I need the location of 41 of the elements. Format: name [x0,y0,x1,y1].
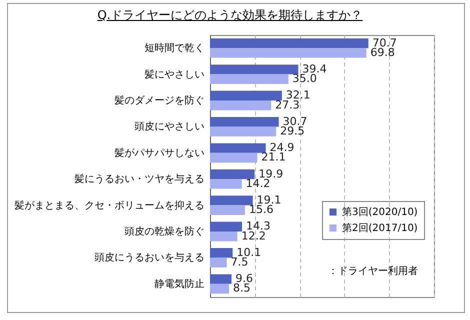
data-label: 27.3 [275,98,300,112]
bar [210,38,368,48]
bar [210,248,233,258]
y-tick-label: 頭皮にうるおいを与える [94,252,204,264]
bar [210,48,366,58]
bar [210,117,279,127]
y-tick-label: 髪にうるおい・ツヤを与える [74,173,204,186]
y-tick-label: 短時間で乾く [144,42,204,54]
y-tick-label: 髪にやさしい [144,68,204,80]
legend-label: 第2回(2017/10) [342,222,418,234]
y-tick-label: 頭皮にやさしい [134,120,204,133]
data-label: 14.2 [246,176,270,190]
bar [210,90,282,100]
bar [210,179,242,189]
data-label: 69.8 [370,46,395,59]
legend-label: 第3回(2020/10) [342,206,418,218]
y-tick-label: 頭皮の乾燥を防ぐ [124,226,204,238]
bar [210,232,238,242]
bar [210,74,288,84]
data-label: 8.5 [233,282,251,295]
bar [210,100,272,110]
y-tick-label: 静電気防止 [154,278,204,290]
data-label: 21.1 [261,150,286,164]
bar [210,152,258,163]
data-label: 29.5 [280,124,305,138]
y-tick-label: 髪のダメージを防ぐ [114,94,204,106]
bar [210,205,245,215]
chart-title: Q.ドライヤーにどのような効果を期待しますか？ [97,8,363,22]
bar [210,222,242,232]
bar [210,274,232,284]
y-tick-label: 髪がパサパサしない [114,146,204,159]
bar [210,169,255,180]
annotation: ：ドライヤー利用者 [328,265,418,277]
bar [210,258,227,268]
bar [210,284,230,294]
data-label: 15.6 [248,203,274,216]
bar [210,196,253,206]
y-tick-label: 髪がまとまる、クセ・ボリュームを抑える [14,199,204,212]
bar [210,143,266,153]
bar [210,64,298,74]
bar [210,126,276,136]
